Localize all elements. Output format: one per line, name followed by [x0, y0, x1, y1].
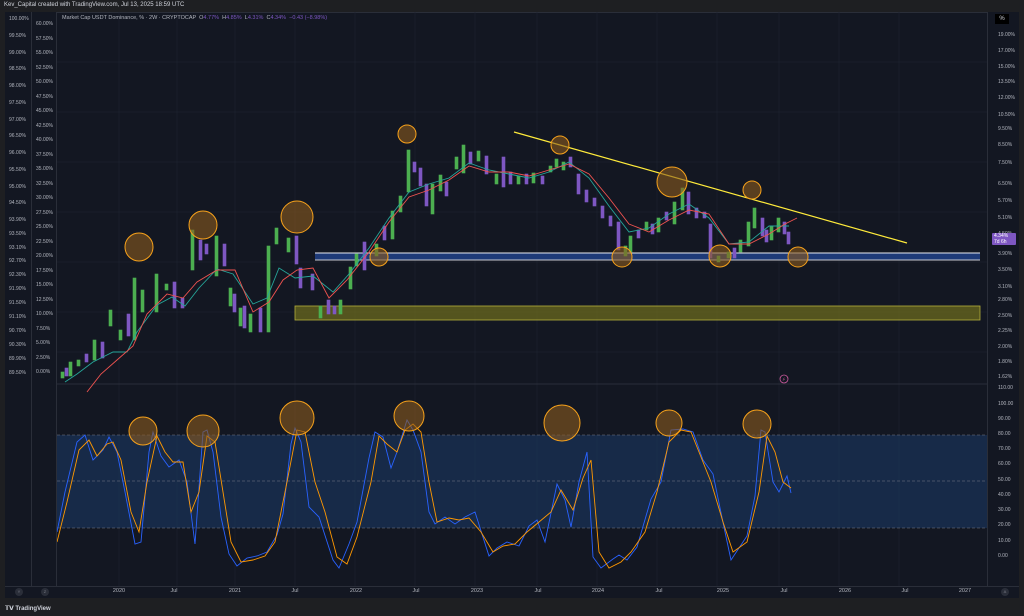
lightning-icon[interactable]: ⚡ [779, 374, 789, 384]
legend-high: 4.85% [226, 15, 242, 21]
percent-scale-button[interactable]: % [995, 14, 1009, 24]
tv-logo-icon: 𝗧𝗩 [5, 606, 16, 612]
circled-highs [124, 124, 762, 262]
current-price-label: 4.34% 7d 6h [992, 233, 1016, 245]
ma-slow-line [86, 163, 798, 393]
ma-fast-line [64, 161, 789, 383]
legend-open: 4.77% [203, 15, 220, 21]
legend-symbol: Market Cap USDT Dominance, % · 2W · CRYP… [62, 15, 197, 21]
svg-text:⚡: ⚡ [782, 377, 786, 383]
legend-change: −0.43 (−8.98%) [289, 15, 328, 21]
left-price-scale-2[interactable] [32, 12, 57, 586]
support-band [315, 253, 980, 260]
stoch-band [57, 435, 987, 528]
chart-legend[interactable]: Market Cap USDT Dominance, % · 2W · CRYP… [62, 15, 328, 21]
main-chart-canvas[interactable]: ⚡ [57, 12, 987, 586]
legend-low: 4.31% [247, 15, 264, 21]
auto-scale-button[interactable]: A [1001, 588, 1009, 596]
header-credit: Kev_Capital created with TradingView.com… [0, 0, 1024, 12]
descending-trendline[interactable] [513, 131, 908, 244]
yellow-demand-zone [294, 305, 981, 321]
time-axis[interactable] [5, 586, 1019, 598]
left-scale-1-settings-button[interactable]: Y [15, 588, 23, 596]
left-scale-2-settings-button[interactable]: Z [41, 588, 49, 596]
legend-close: 4.34% [270, 15, 287, 21]
footer-bar [0, 598, 1024, 616]
right-price-scale[interactable] [987, 12, 1019, 586]
tradingview-logo: 𝗧𝗩 TradingView [5, 606, 51, 612]
circled-lows [369, 244, 809, 268]
circled-stoch-peaks [128, 400, 772, 448]
left-price-scale-1[interactable] [5, 12, 32, 586]
